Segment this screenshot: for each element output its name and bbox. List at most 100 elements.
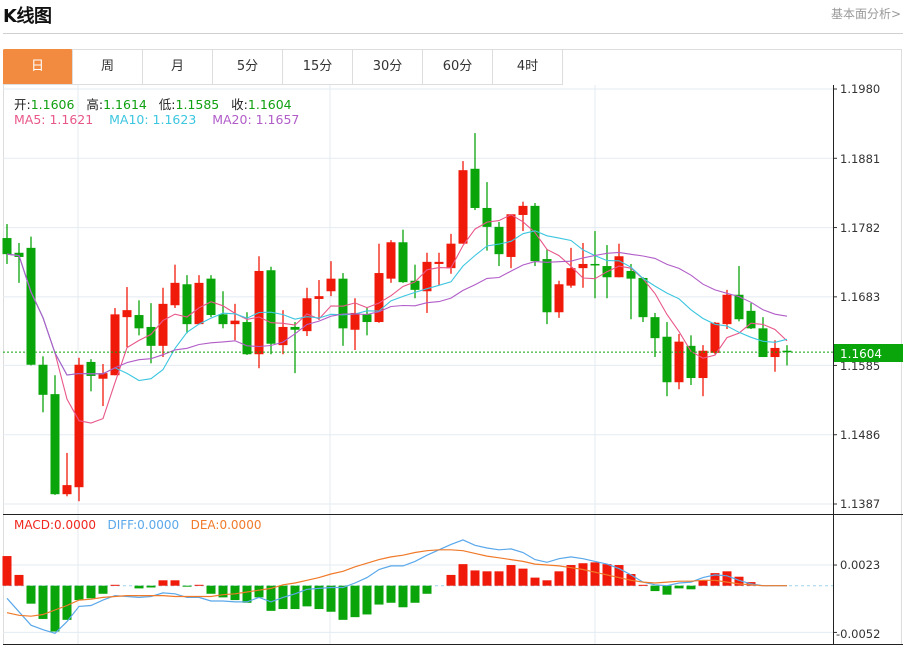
high-value: 1.1614 bbox=[103, 97, 147, 112]
tab-day[interactable]: 日 bbox=[3, 49, 73, 85]
macd-bar bbox=[62, 585, 72, 620]
candle-body bbox=[362, 314, 372, 323]
candle-body bbox=[314, 296, 324, 299]
candle-body bbox=[662, 336, 672, 383]
low-value: 1.1585 bbox=[175, 97, 220, 112]
macd-bar bbox=[458, 564, 468, 586]
macd-bar bbox=[338, 585, 348, 620]
page-title: K线图 bbox=[3, 6, 52, 27]
macd-bar bbox=[650, 585, 660, 592]
tab-4hour[interactable]: 4时 bbox=[493, 49, 563, 85]
macd-bar bbox=[398, 585, 408, 608]
price-tick: 1.1980 bbox=[840, 82, 880, 96]
macd-bar bbox=[362, 585, 372, 615]
candle-body bbox=[494, 226, 504, 255]
period-tabs: 日 周 月 5分 15分 30分 60分 4时 bbox=[3, 49, 563, 85]
macd-bar bbox=[578, 563, 588, 586]
candle-body bbox=[26, 247, 36, 365]
macd-bar bbox=[110, 584, 120, 586]
macd-bar bbox=[638, 584, 648, 586]
dea-value: DEA:0.0000 bbox=[190, 518, 262, 532]
candle-body bbox=[194, 282, 204, 325]
candle-body bbox=[386, 242, 396, 279]
ma10-line bbox=[6, 230, 788, 382]
candle-body bbox=[38, 364, 48, 395]
macd-bar bbox=[554, 571, 564, 586]
macd-bar bbox=[326, 585, 336, 612]
candle-body bbox=[146, 326, 156, 346]
tab-month[interactable]: 月 bbox=[143, 49, 213, 85]
diff-line bbox=[6, 539, 787, 634]
candle-body bbox=[134, 315, 144, 329]
macd-bar bbox=[386, 585, 396, 603]
candle-body bbox=[338, 278, 348, 329]
macd-bar bbox=[482, 571, 492, 586]
candle-body bbox=[182, 284, 192, 325]
candle-body bbox=[638, 277, 648, 318]
candle-body bbox=[614, 256, 624, 278]
macd-bar bbox=[422, 585, 432, 594]
candle-body bbox=[782, 350, 792, 353]
candle-body bbox=[290, 326, 300, 330]
candle-body bbox=[506, 214, 516, 257]
candle-body bbox=[734, 294, 744, 320]
macd-bar bbox=[206, 585, 216, 594]
candle-body bbox=[242, 322, 252, 355]
candle-body bbox=[758, 328, 768, 358]
candle-body bbox=[554, 284, 564, 313]
candle-body bbox=[2, 238, 12, 255]
header-divider bbox=[3, 33, 903, 34]
candle-body bbox=[62, 485, 72, 495]
candle-body bbox=[482, 207, 492, 227]
macd-bar bbox=[218, 585, 228, 598]
diff-value: DIFF:0.0000 bbox=[107, 518, 180, 532]
high-label: 高: bbox=[86, 97, 104, 112]
candle-body bbox=[266, 270, 276, 344]
macd-bar bbox=[194, 584, 204, 586]
macd-bar bbox=[542, 580, 552, 586]
macd-bar bbox=[146, 585, 156, 588]
tab-15min[interactable]: 15分 bbox=[283, 49, 353, 85]
macd-bar bbox=[686, 585, 696, 590]
grid bbox=[3, 85, 903, 645]
candle-body bbox=[542, 259, 552, 313]
macd-tick: 0.0023 bbox=[840, 558, 880, 572]
price-tick: 1.1486 bbox=[840, 428, 880, 442]
candle-body bbox=[86, 361, 96, 376]
candle-body bbox=[650, 317, 660, 339]
macd-bar bbox=[242, 585, 252, 603]
tab-60min[interactable]: 60分 bbox=[423, 49, 493, 85]
candle-body bbox=[374, 273, 384, 323]
candle-body bbox=[110, 314, 120, 376]
macd-bar bbox=[446, 574, 456, 586]
candle-body bbox=[458, 170, 468, 244]
macd-bar bbox=[710, 573, 720, 586]
candle-body bbox=[446, 243, 456, 269]
close-value: 1.1604 bbox=[247, 97, 292, 112]
fundamental-analysis-link[interactable]: 基本面分析> bbox=[830, 7, 901, 21]
price-tick: 1.1387 bbox=[840, 497, 880, 511]
candle-body bbox=[278, 326, 288, 346]
candle-body bbox=[410, 280, 420, 290]
macd-bar bbox=[26, 585, 36, 604]
candles-layer bbox=[2, 133, 833, 502]
candle-body bbox=[398, 242, 408, 283]
candle-body bbox=[14, 252, 24, 257]
tab-5min[interactable]: 5分 bbox=[213, 49, 283, 85]
candle-body bbox=[626, 270, 636, 279]
price-tick: 1.1585 bbox=[840, 359, 880, 373]
ma-readout: MA5: 1.1621 MA10: 1.1623 MA20: 1.1657 bbox=[14, 112, 299, 127]
candle-body bbox=[98, 373, 108, 379]
candle-body bbox=[74, 364, 84, 488]
candle-body bbox=[530, 205, 540, 262]
candle-body bbox=[170, 282, 180, 306]
ma20-line bbox=[6, 251, 788, 376]
macd-bar bbox=[662, 585, 672, 595]
macd-bar bbox=[614, 565, 624, 586]
tab-week[interactable]: 周 bbox=[73, 49, 143, 85]
candle-body bbox=[422, 261, 432, 292]
macd-bar bbox=[674, 585, 684, 589]
tab-30min[interactable]: 30分 bbox=[353, 49, 423, 85]
price-tick: 1.1782 bbox=[840, 221, 880, 235]
